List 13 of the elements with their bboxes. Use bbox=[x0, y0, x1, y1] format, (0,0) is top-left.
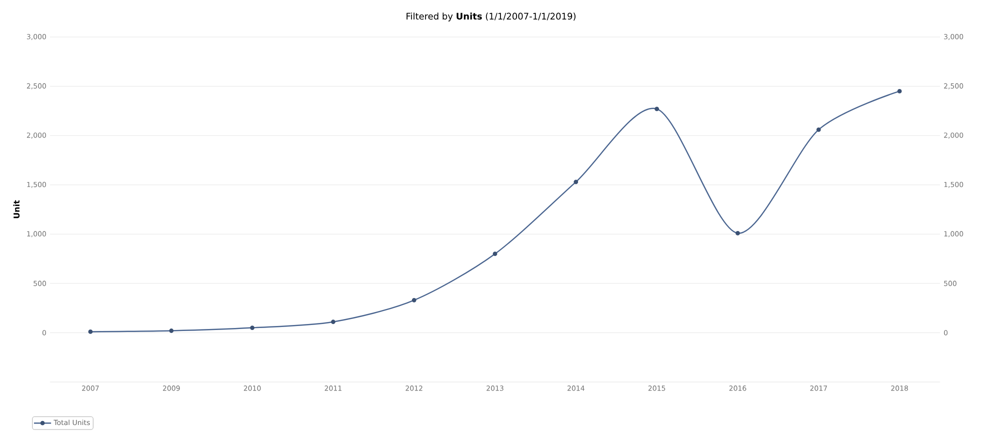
point bbox=[412, 298, 416, 302]
point bbox=[654, 106, 660, 112]
point bbox=[897, 89, 902, 94]
point bbox=[736, 230, 740, 236]
point bbox=[574, 180, 578, 184]
point bbox=[88, 330, 93, 334]
point bbox=[492, 252, 498, 256]
y-axis-title: Unit bbox=[13, 200, 20, 218]
point bbox=[816, 127, 821, 132]
point bbox=[250, 326, 254, 330]
point bbox=[169, 328, 174, 333]
point bbox=[330, 320, 336, 324]
chart-title: Filtered by Units (1/1/2007-1/1/2019) bbox=[406, 12, 576, 22]
